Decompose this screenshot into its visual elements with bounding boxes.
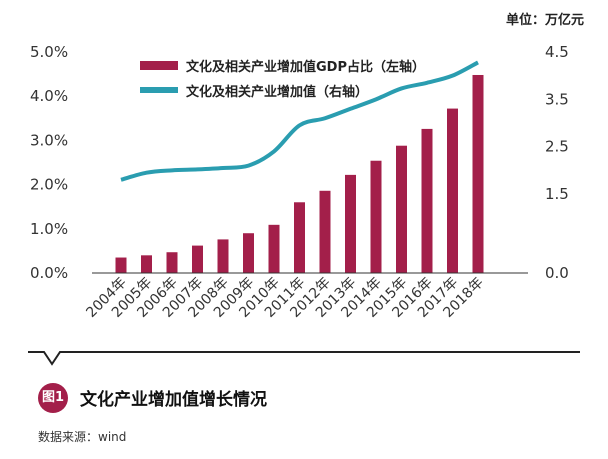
bar — [268, 224, 280, 273]
bar — [294, 202, 305, 273]
left-tick-label: 2.0% — [30, 176, 68, 194]
left-axis: 0.0% 1.0% 2.0% 3.0% 4.0% 5.0% — [30, 43, 68, 282]
left-tick-label: 4.0% — [30, 87, 68, 105]
line-series — [120, 60, 479, 182]
left-tick-label: 5.0% — [30, 43, 68, 61]
divider-line — [28, 351, 580, 366]
x-axis-labels: 2004年2005年2006年2007年2008年2009年2010年2011年… — [83, 275, 486, 321]
legend-label: 文化及相关产业增加值GDP占比（左轴） — [186, 59, 425, 75]
bar — [396, 145, 407, 273]
left-tick-label: 0.0% — [30, 264, 68, 282]
bar-series — [115, 74, 484, 274]
right-tick-label: 3.5 — [545, 90, 569, 108]
bar — [472, 74, 484, 273]
bar — [141, 255, 152, 273]
bar — [447, 108, 458, 274]
bar — [319, 190, 331, 273]
bar — [243, 233, 254, 273]
bar — [421, 128, 433, 273]
figure-title: 文化产业增加值增长情况 — [80, 390, 267, 410]
left-tick-label: 3.0% — [30, 131, 68, 149]
bar — [115, 257, 127, 273]
bar — [217, 239, 229, 273]
figure-badge: 图1 — [38, 383, 68, 413]
legend: 文化及相关产业增加值GDP占比（左轴） 文化及相关产业增加值（右轴） — [140, 59, 425, 100]
legend-swatch-bar — [140, 61, 178, 70]
chart: 0.0% 1.0% 2.0% 3.0% 4.0% 5.0% 0.0 1.5 2.5 3.5 4.5… — [28, 43, 580, 366]
bar — [345, 174, 356, 273]
bar — [192, 245, 203, 273]
unit-label: 单位：万亿元 — [505, 13, 584, 28]
bar — [370, 160, 382, 273]
right-axis: 0.0 1.5 2.5 3.5 4.5 — [545, 43, 569, 282]
right-tick-label: 0.0 — [545, 264, 569, 282]
right-tick-label: 1.5 — [545, 185, 569, 203]
right-tick-label: 2.5 — [545, 138, 569, 156]
left-tick-label: 1.0% — [30, 220, 68, 238]
legend-swatch-line — [140, 87, 178, 93]
source-note: 数据来源：wind — [38, 430, 127, 444]
right-tick-label: 4.5 — [545, 43, 569, 61]
legend-label: 文化及相关产业增加值（右轴） — [186, 84, 368, 100]
bar — [166, 252, 178, 273]
